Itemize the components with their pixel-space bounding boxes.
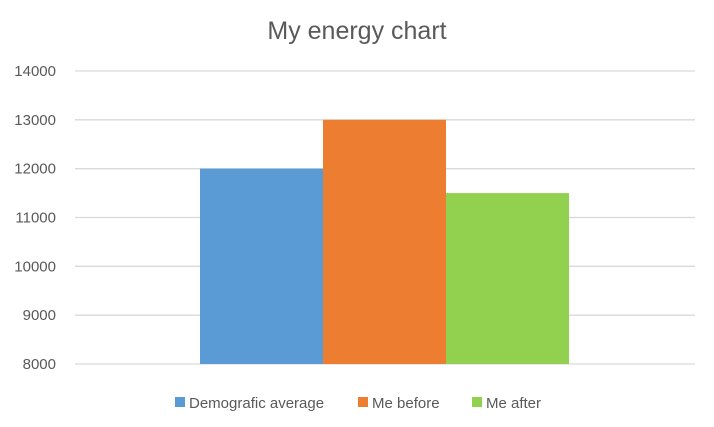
y-tick-label: 9000 xyxy=(23,307,56,324)
y-tick-label: 12000 xyxy=(14,161,56,178)
y-tick-label: 13000 xyxy=(14,112,56,129)
y-axis-tick-labels: 8000 9000 10000 11000 12000 13000 14000 xyxy=(14,63,56,373)
bar-me-after xyxy=(446,193,569,364)
y-tick-label: 11000 xyxy=(15,210,56,227)
legend-label: Me after xyxy=(486,395,541,412)
bar-demografic-average xyxy=(200,168,323,364)
y-tick-label: 14000 xyxy=(14,63,56,80)
chart-title: My energy chart xyxy=(267,17,446,45)
y-tick-label: 10000 xyxy=(14,258,56,275)
bar-me-before xyxy=(323,119,446,364)
legend-swatch xyxy=(358,397,368,407)
y-tick-label: 8000 xyxy=(23,356,56,373)
legend-label: Me before xyxy=(372,395,440,412)
legend-swatch xyxy=(175,397,185,407)
legend: Demografic average Me before Me after xyxy=(175,395,541,412)
legend-label: Demografic average xyxy=(189,395,324,412)
legend-item-me-before: Me before xyxy=(358,395,440,412)
legend-item-me-after: Me after xyxy=(472,395,541,412)
legend-swatch xyxy=(472,397,482,407)
legend-item-demografic-average: Demografic average xyxy=(175,395,324,412)
bars xyxy=(200,119,569,364)
